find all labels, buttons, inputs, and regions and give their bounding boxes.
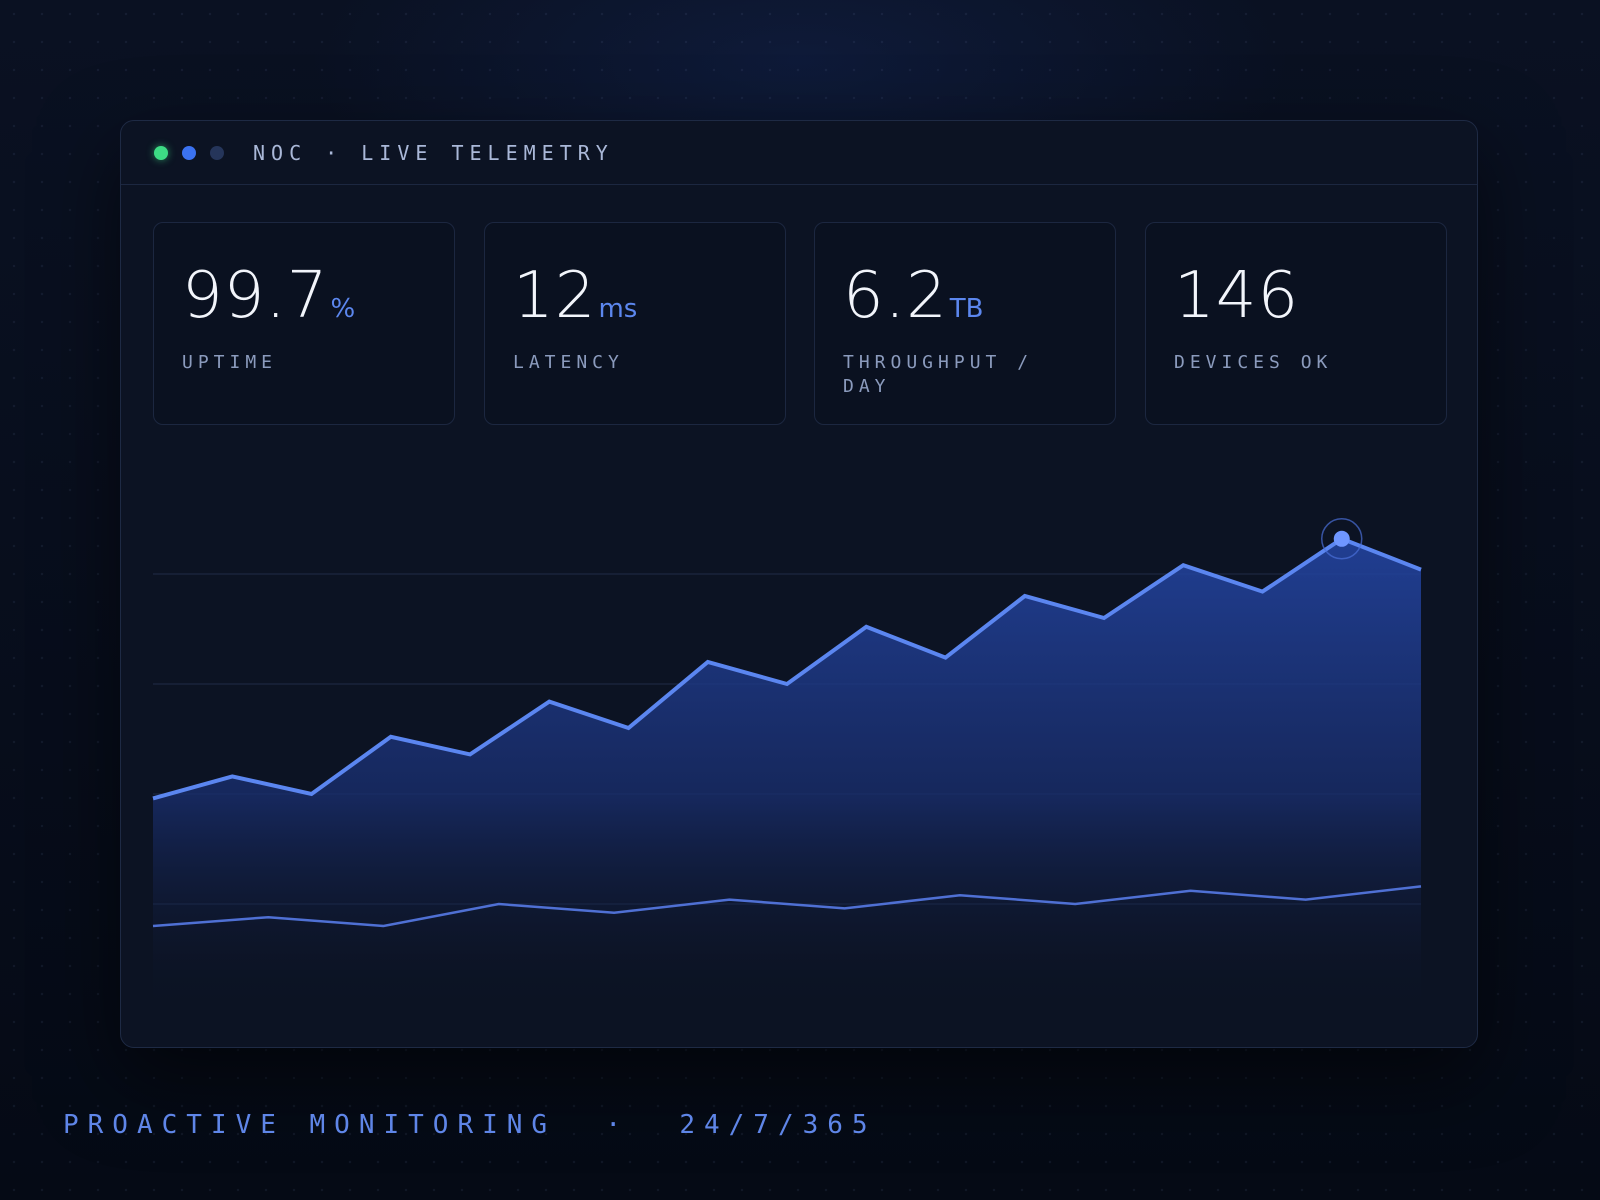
series-area-fill [153,538,1421,1014]
stat-label: THROUGHPUT / DAY [843,352,1034,397]
series-line-1 [152,536,1422,801]
stat-metric: 146 [1174,259,1301,333]
status-dot-green [154,146,168,160]
stat-unit: TB [949,294,984,324]
stat-value: 99.7 [182,259,329,333]
stat-value: 12 [513,259,597,333]
stat-label: DEVICES OK [1174,352,1333,373]
stat-label: UPTIME [182,352,278,373]
stat-card-throughput: 6.2TB THROUGHPUT / DAY [814,222,1116,425]
stat-unit: ms [598,294,638,324]
stat-metric: 12ms [513,259,637,333]
telemetry-panel: NOC · LIVE TELEMETRY 99.7% UPTIME 12ms L… [120,120,1478,1048]
footer-tagline: PROACTIVE MONITORING · 24/7/365 [63,1110,877,1140]
stat-card-devices: 146 DEVICES OK [1145,222,1447,425]
highlight-ring [1321,518,1363,560]
highlight-point [1333,530,1350,547]
stat-label: LATENCY [513,352,624,373]
stat-unit: % [330,294,356,324]
stat-value: 146 [1174,259,1300,333]
telemetry-area-chart [152,518,1422,1014]
stat-metric: 99.7% [182,259,355,333]
title-bar: NOC · LIVE TELEMETRY [121,121,1477,185]
stat-card-uptime: 99.7% UPTIME [153,222,455,425]
stat-card-latency: 12ms LATENCY [484,222,786,425]
stat-metric: 6.2TB [843,259,984,333]
stat-value: 6.2 [843,259,948,333]
series-line-2 [152,885,1422,928]
status-dot-blue [182,146,196,160]
panel-title: NOC · LIVE TELEMETRY [253,141,614,165]
status-dot-dim [210,146,224,160]
